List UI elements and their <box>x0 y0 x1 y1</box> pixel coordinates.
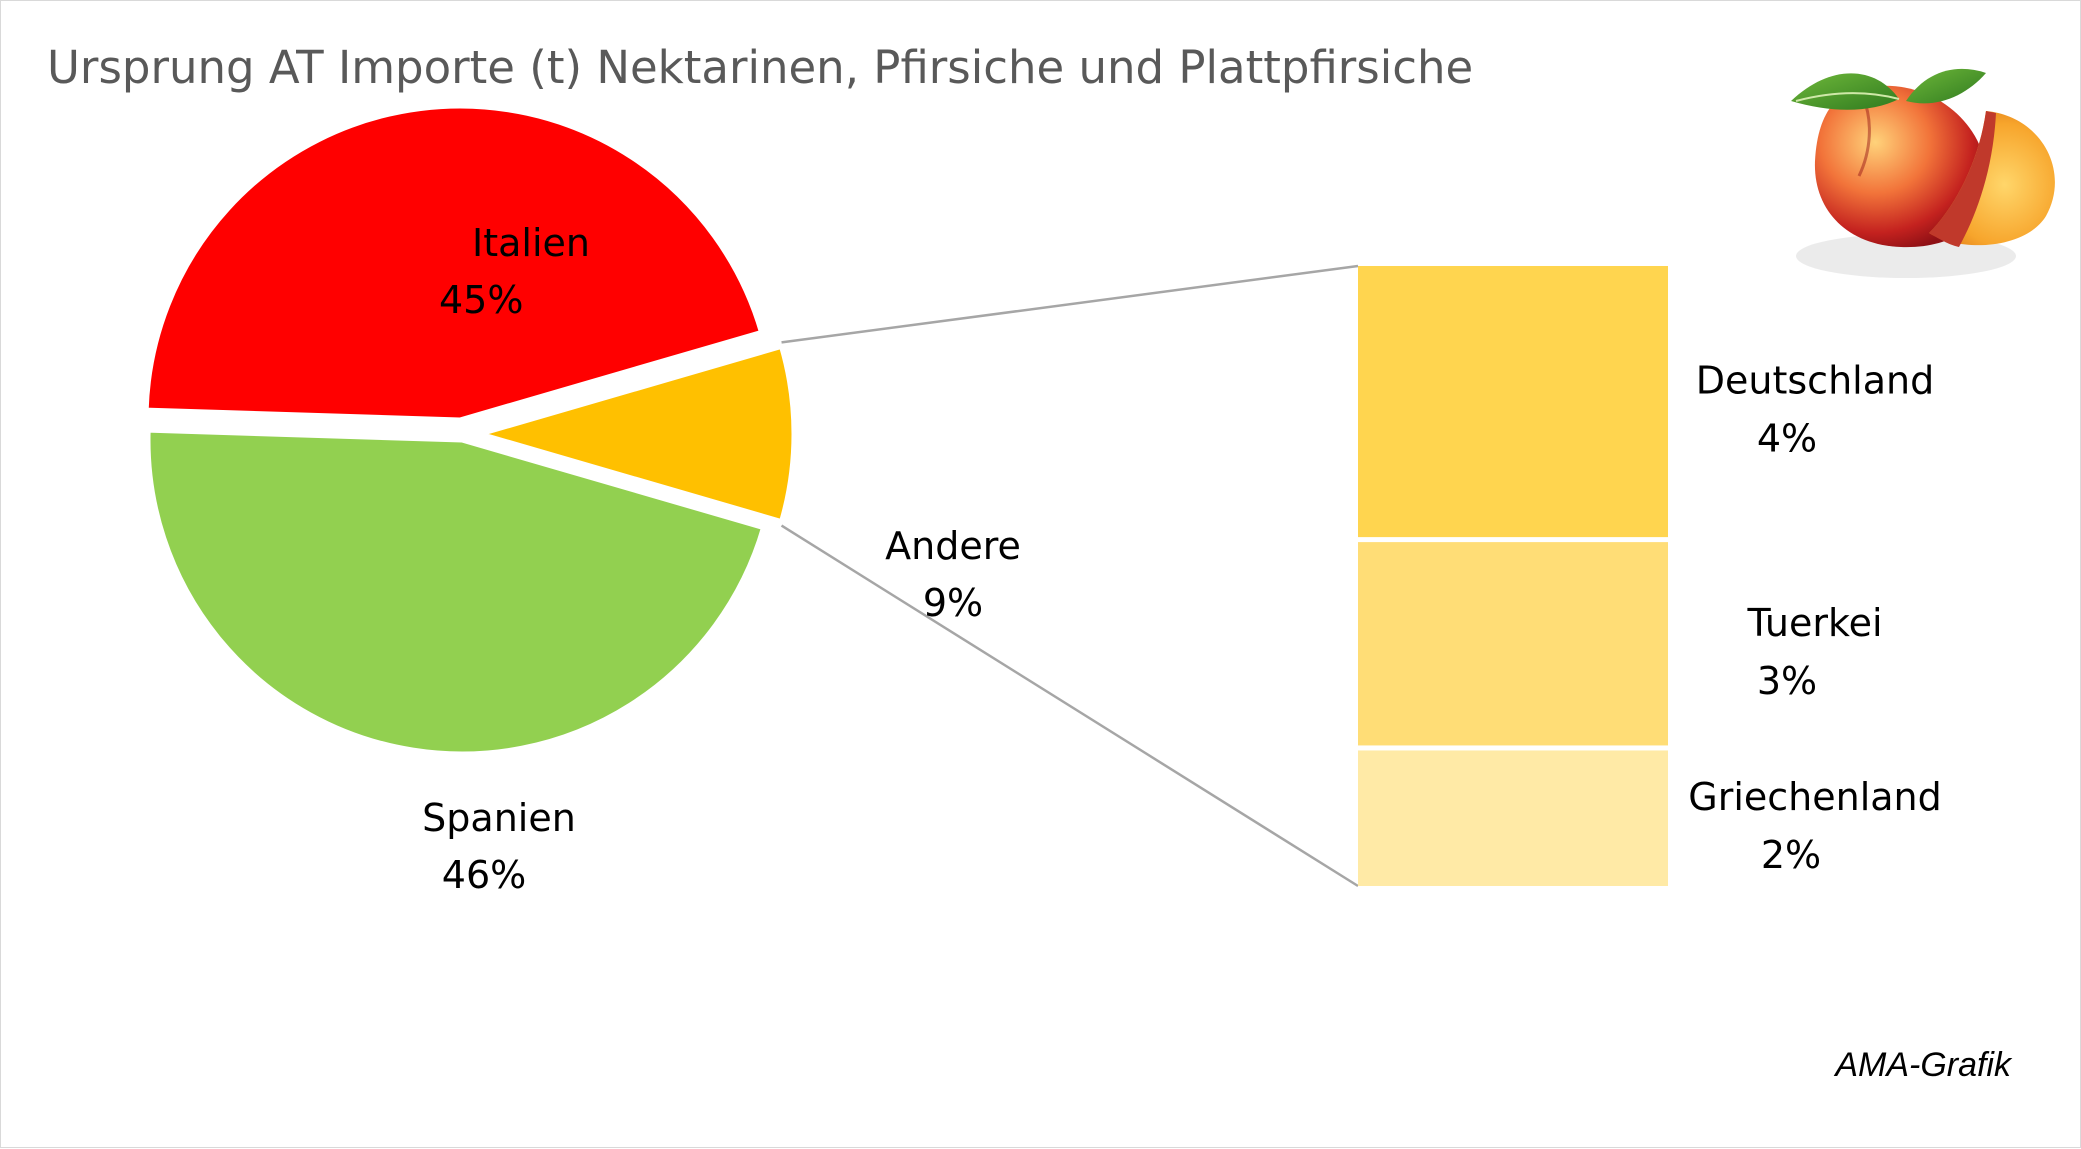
peach-icon <box>1791 68 2055 278</box>
chart-title: Ursprung AT Importe (t) Nektarinen, Pfir… <box>47 41 1473 94</box>
pie-slice-italien <box>143 103 765 423</box>
slice-value-italien: 45% <box>439 278 523 322</box>
slice-value-andere: 9% <box>923 581 983 625</box>
slice-label-italien: Italien <box>472 221 590 265</box>
bar-segment-tuerkei <box>1358 542 1668 746</box>
slice-label-andere: Andere <box>885 524 1021 568</box>
connector-lines <box>780 264 1359 888</box>
slice-label-spanien: Spanien <box>422 796 576 840</box>
connector-line-bottom <box>780 524 1359 888</box>
bar-segment-griechenland <box>1358 750 1668 886</box>
segment-label-tuerkei: Tuerkei <box>1746 601 1882 645</box>
pie-slice-andere <box>477 343 797 525</box>
segment-value-deutschland: 4% <box>1757 417 1817 461</box>
segment-value-griechenland: 2% <box>1761 833 1821 877</box>
segment-label-deutschland: Deutschland <box>1696 359 1934 403</box>
credit-label: AMA-Grafik <box>1833 1046 2013 1084</box>
slice-value-spanien: 46% <box>442 853 526 897</box>
bar-segment-deutschland <box>1358 266 1668 538</box>
pie-slice-spanien <box>145 427 767 757</box>
segment-label-griechenland: Griechenland <box>1688 775 1942 819</box>
breakdown-bar <box>1358 266 1668 886</box>
connector-line-top <box>781 264 1359 344</box>
pie <box>143 103 797 757</box>
data-labels: Italien 45% Andere 9% Spanien 46% Deutschland 4… <box>422 221 1942 897</box>
segment-value-tuerkei: 3% <box>1757 659 1817 703</box>
